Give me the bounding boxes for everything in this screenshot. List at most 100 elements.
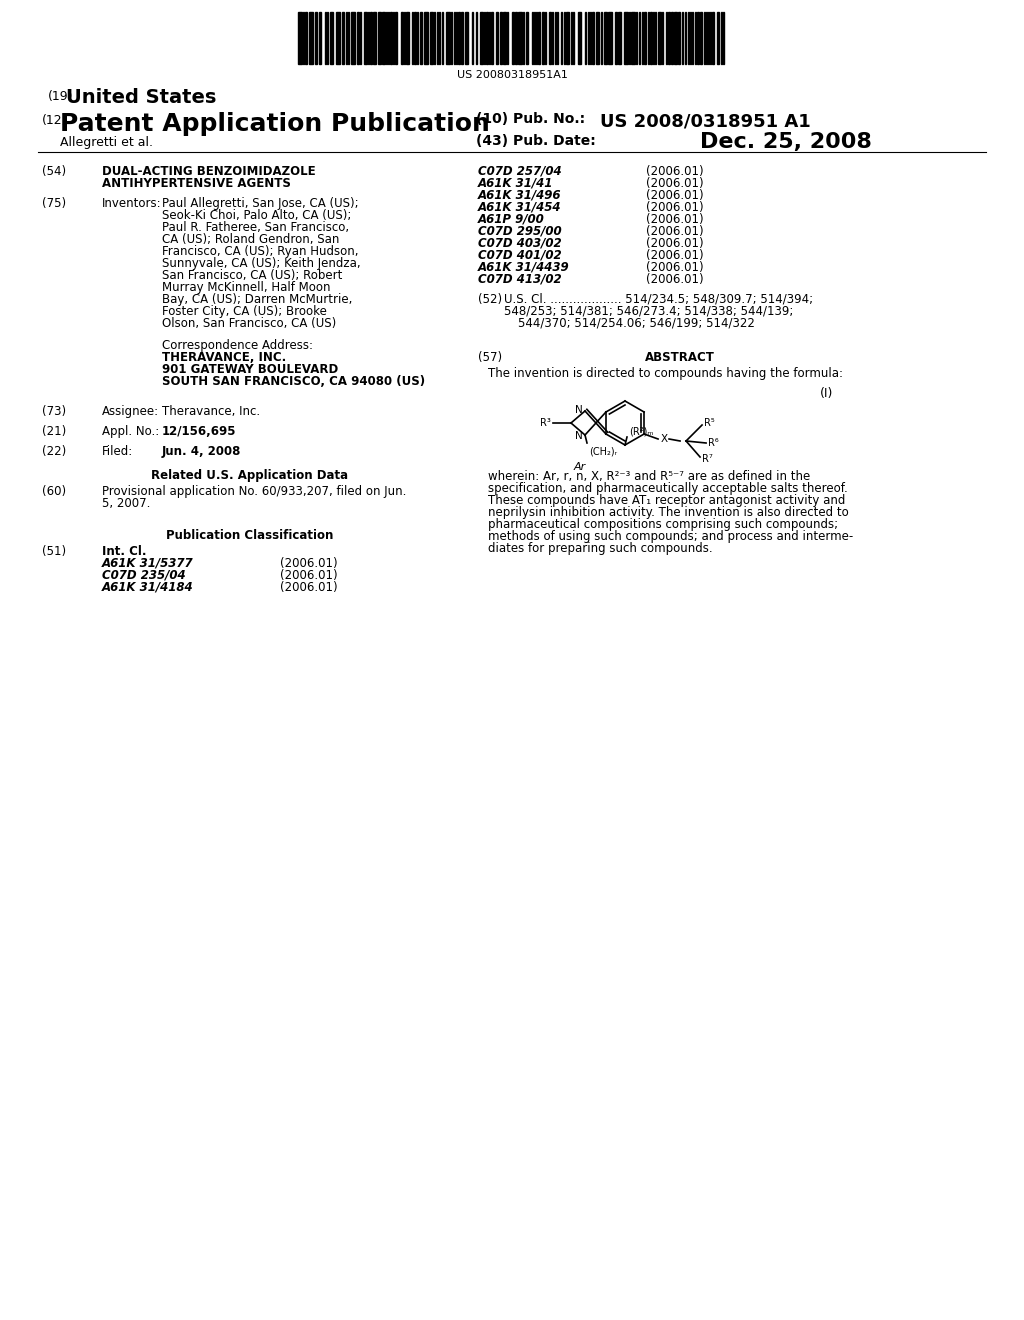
Text: (2006.01): (2006.01) (646, 213, 703, 226)
Bar (674, 12, 677, 63)
Bar (700, 12, 702, 63)
Bar (446, 12, 450, 63)
Text: (54): (54) (42, 165, 67, 178)
Bar (658, 12, 662, 63)
Text: (CH₂)ᵣ: (CH₂)ᵣ (589, 446, 617, 455)
Bar (503, 12, 506, 63)
Text: Paul R. Fatheree, San Francisco,: Paul R. Fatheree, San Francisco, (162, 220, 349, 234)
Bar (414, 12, 416, 63)
Bar (624, 12, 628, 63)
Bar (490, 12, 493, 63)
Bar (430, 12, 433, 63)
Text: specification, and pharmaceutically acceptable salts thereof.: specification, and pharmaceutically acce… (488, 482, 848, 495)
Text: Olson, San Francisco, CA (US): Olson, San Francisco, CA (US) (162, 317, 336, 330)
Text: Correspondence Address:: Correspondence Address: (162, 339, 313, 352)
Text: wherein: Ar, r, n, X, R²⁻³ and R⁵⁻⁷ are as defined in the: wherein: Ar, r, n, X, R²⁻³ and R⁵⁻⁷ are … (488, 470, 810, 483)
Text: THERAVANCE, INC.: THERAVANCE, INC. (162, 351, 287, 364)
Text: Publication Classification: Publication Classification (166, 529, 334, 543)
Text: R⁶: R⁶ (708, 438, 719, 447)
Text: Theravance, Inc.: Theravance, Inc. (162, 405, 260, 418)
Bar (608, 12, 612, 63)
Text: Bay, CA (US); Darren McMurtrie,: Bay, CA (US); Darren McMurtrie, (162, 293, 352, 306)
Text: C07D 235/04: C07D 235/04 (102, 569, 185, 582)
Text: Foster City, CA (US); Brooke: Foster City, CA (US); Brooke (162, 305, 327, 318)
Text: A61K 31/41: A61K 31/41 (478, 177, 553, 190)
Bar (549, 12, 551, 63)
Text: Provisional application No. 60/933,207, filed on Jun.: Provisional application No. 60/933,207, … (102, 484, 407, 498)
Bar (496, 12, 498, 63)
Bar (578, 12, 581, 63)
Text: (52): (52) (478, 293, 502, 306)
Bar (420, 12, 422, 63)
Bar (351, 12, 355, 63)
Text: (2006.01): (2006.01) (646, 224, 703, 238)
Text: (10) Pub. No.:: (10) Pub. No.: (476, 112, 585, 125)
Bar (604, 12, 607, 63)
Text: Jun. 4, 2008: Jun. 4, 2008 (162, 445, 242, 458)
Text: neprilysin inhibition activity. The invention is also directed to: neprilysin inhibition activity. The inve… (488, 506, 849, 519)
Bar (458, 12, 460, 63)
Text: Assignee:: Assignee: (102, 405, 159, 418)
Text: N: N (575, 405, 583, 414)
Bar (424, 12, 428, 63)
Bar (668, 12, 670, 63)
Bar (486, 12, 488, 63)
Text: 548/253; 514/381; 546/273.4; 514/338; 544/139;: 548/253; 514/381; 546/273.4; 514/338; 54… (504, 305, 794, 318)
Text: R⁵: R⁵ (705, 418, 715, 428)
Text: (I): (I) (820, 387, 834, 400)
Bar (401, 12, 403, 63)
Text: Dec. 25, 2008: Dec. 25, 2008 (700, 132, 871, 152)
Bar (357, 12, 359, 63)
Text: Paul Allegretti, San Jose, CA (US);: Paul Allegretti, San Jose, CA (US); (162, 197, 358, 210)
Text: A61K 31/5377: A61K 31/5377 (102, 557, 194, 570)
Text: (2006.01): (2006.01) (646, 273, 703, 286)
Bar (480, 12, 483, 63)
Bar (461, 12, 463, 63)
Text: C07D 403/02: C07D 403/02 (478, 238, 561, 249)
Text: (R²)ₘ: (R²)ₘ (629, 426, 653, 436)
Text: 12/156,695: 12/156,695 (162, 425, 237, 438)
Bar (390, 12, 392, 63)
Bar (618, 12, 621, 63)
Bar (406, 12, 409, 63)
Bar (336, 12, 340, 63)
Bar (298, 12, 302, 63)
Bar (515, 12, 517, 63)
Text: (2006.01): (2006.01) (646, 201, 703, 214)
Text: Appl. No.:: Appl. No.: (102, 425, 160, 438)
Text: (2006.01): (2006.01) (646, 177, 703, 190)
Text: C07D 413/02: C07D 413/02 (478, 273, 561, 286)
Text: A61K 31/454: A61K 31/454 (478, 201, 561, 214)
Text: San Francisco, CA (US); Robert: San Francisco, CA (US); Robert (162, 269, 342, 282)
Bar (342, 12, 344, 63)
Text: (2006.01): (2006.01) (280, 581, 338, 594)
Text: (75): (75) (42, 197, 67, 210)
Text: CA (US); Roland Gendron, San: CA (US); Roland Gendron, San (162, 234, 339, 246)
Text: US 20080318951A1: US 20080318951A1 (457, 70, 567, 81)
Text: A61K 31/4184: A61K 31/4184 (102, 581, 194, 594)
Text: (57): (57) (478, 351, 502, 364)
Bar (319, 12, 321, 63)
Text: Ar: Ar (573, 462, 586, 473)
Text: (43) Pub. Date:: (43) Pub. Date: (476, 135, 596, 148)
Bar (382, 12, 385, 63)
Text: A61P 9/00: A61P 9/00 (478, 213, 545, 226)
Text: (2006.01): (2006.01) (280, 569, 338, 582)
Text: The invention is directed to compounds having the formula:: The invention is directed to compounds h… (488, 367, 843, 380)
Text: N: N (575, 432, 583, 441)
Text: A61K 31/4439: A61K 31/4439 (478, 261, 569, 275)
Bar (370, 12, 372, 63)
Bar (712, 12, 714, 63)
Text: (2006.01): (2006.01) (646, 165, 703, 178)
Text: (2006.01): (2006.01) (646, 261, 703, 275)
Text: (21): (21) (42, 425, 67, 438)
Text: (2006.01): (2006.01) (280, 557, 338, 570)
Bar (518, 12, 522, 63)
Bar (465, 12, 468, 63)
Text: DUAL-ACTING BENZOIMIDAZOLE: DUAL-ACTING BENZOIMIDAZOLE (102, 165, 315, 178)
Text: SOUTH SAN FRANCISCO, CA 94080 (US): SOUTH SAN FRANCISCO, CA 94080 (US) (162, 375, 425, 388)
Bar (378, 12, 381, 63)
Bar (542, 12, 544, 63)
Text: X: X (660, 434, 668, 444)
Text: U.S. Cl. ................... 514/234.5; 548/309.7; 514/394;: U.S. Cl. ................... 514/234.5; … (504, 293, 813, 306)
